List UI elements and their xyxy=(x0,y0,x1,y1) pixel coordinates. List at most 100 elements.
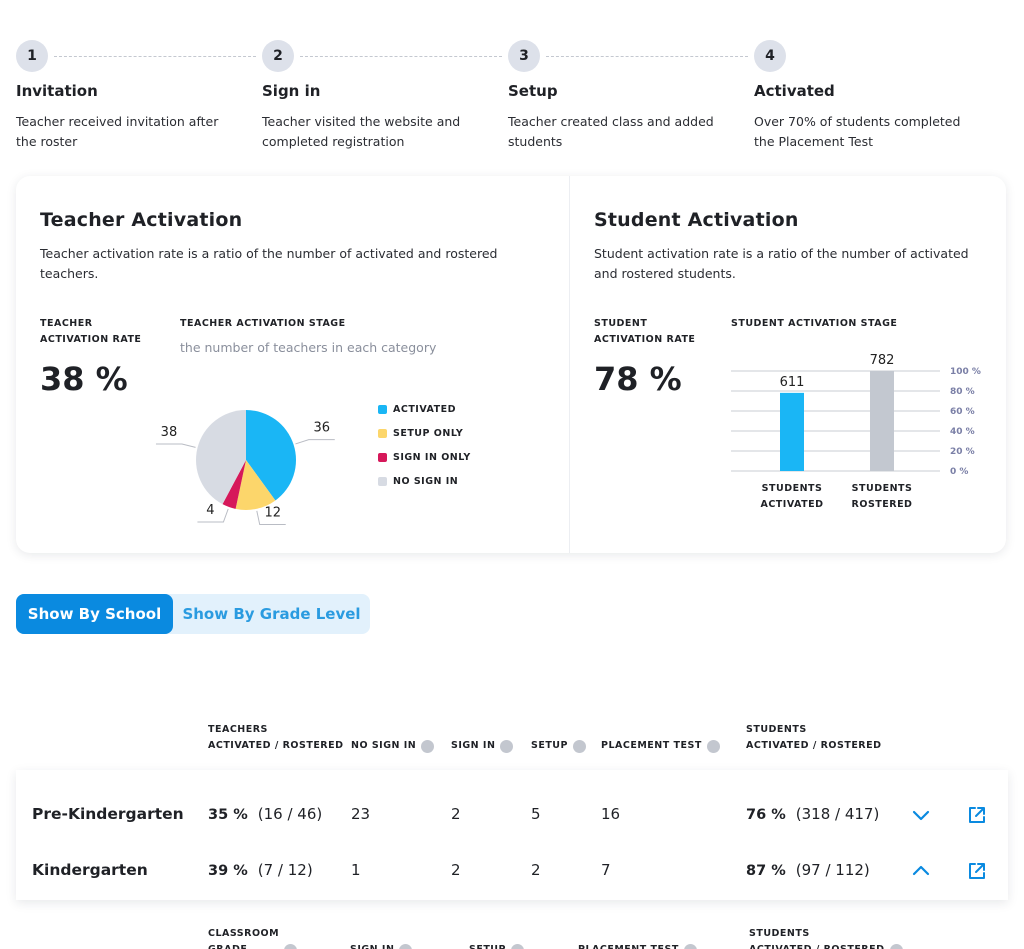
column-header: STUDENTS ACTIVATED / ROSTERED xyxy=(749,926,903,949)
column-header-label: CLASSROOM GRADE xyxy=(208,928,280,949)
card-divider xyxy=(569,176,570,553)
column-header-label: TEACHERS ACTIVATED / ROSTERED xyxy=(208,724,344,751)
step-connector xyxy=(546,56,748,57)
step-title: Setup xyxy=(508,82,558,100)
step-number: 3 xyxy=(508,40,540,72)
step-number: 1 xyxy=(16,40,48,72)
section-description: Teacher activation rate is a ratio of th… xyxy=(40,246,498,281)
step-number: 4 xyxy=(754,40,786,72)
legend-item: SETUP ONLY xyxy=(378,428,463,439)
toggle-option[interactable]: Show By School xyxy=(16,594,173,634)
help-icon xyxy=(573,740,586,753)
activation-card xyxy=(16,176,1006,553)
expand-toggle[interactable] xyxy=(911,807,931,827)
open-link[interactable] xyxy=(967,861,987,885)
stage-note: the number of teachers in each category xyxy=(180,340,437,355)
column-header-label: NO SIGN IN xyxy=(351,740,417,751)
legend-label: ACTIVATED xyxy=(393,404,457,415)
student-counts: (318 / 417) xyxy=(795,805,880,823)
help-icon xyxy=(421,740,435,753)
count-cell: 1 xyxy=(351,861,361,879)
help-icon xyxy=(399,944,413,949)
help-icon xyxy=(500,740,514,753)
teacher-counts: (16 / 46) xyxy=(257,805,323,823)
toggle-option[interactable]: Show By Grade Level xyxy=(182,605,361,623)
expand-toggle[interactable] xyxy=(911,863,931,883)
count-cell: 23 xyxy=(351,805,371,823)
column-header: SIGN IN xyxy=(451,722,514,754)
column-header-label: SETUP xyxy=(469,942,506,949)
teacher-cell: 39 % (7 / 12) xyxy=(208,861,313,879)
step-number: 2 xyxy=(262,40,294,72)
column-header: SETUP xyxy=(531,722,586,754)
section-description: Student activation rate is a ratio of th… xyxy=(594,246,969,281)
stage-label: STUDENT ACTIVATION STAGE xyxy=(731,318,898,329)
legend-item: SIGN IN ONLY xyxy=(378,452,471,463)
column-header-label: STUDENTS ACTIVATED / ROSTERED xyxy=(749,928,884,949)
column-header: NO SIGN IN xyxy=(351,722,435,754)
column-header-label: SIGN IN xyxy=(350,942,394,949)
legend-swatch xyxy=(378,429,387,438)
student-counts: (97 / 112) xyxy=(795,861,870,879)
column-header: TEACHERS ACTIVATED / ROSTERED xyxy=(208,722,344,754)
chevron-icon xyxy=(912,810,930,821)
legend-swatch xyxy=(378,405,387,414)
column-header: STUDENTS ACTIVATED / ROSTERED xyxy=(746,722,882,754)
count-cell: 16 xyxy=(601,805,621,823)
legend-label: SETUP ONLY xyxy=(393,428,464,439)
legend-item: ACTIVATED xyxy=(378,404,456,415)
step-description: Teacher created class and added students xyxy=(508,114,714,149)
help-icon xyxy=(284,944,298,949)
column-header-label: STUDENTS ACTIVATED / ROSTERED xyxy=(746,724,882,751)
chevron-icon xyxy=(912,865,930,876)
column-header: SETUP xyxy=(469,926,524,949)
student-cell: 76 % (318 / 417) xyxy=(746,805,879,823)
help-icon xyxy=(511,944,524,949)
column-header-label: SIGN IN xyxy=(451,740,496,751)
student-rate: 76 % xyxy=(746,807,786,823)
step-title: Activated xyxy=(754,82,835,100)
legend-item: NO SIGN IN xyxy=(378,476,458,487)
step-title: Invitation xyxy=(16,82,98,100)
step-description: Teacher received invitation after the ro… xyxy=(16,114,219,149)
section-title: Teacher Activation xyxy=(40,209,243,231)
rate-label: STUDENT ACTIVATION RATE xyxy=(594,318,696,345)
count-cell: 7 xyxy=(601,861,611,879)
legend-swatch xyxy=(378,477,387,486)
legend-swatch xyxy=(378,453,387,462)
count-cell: 2 xyxy=(531,861,541,879)
step-title: Sign in xyxy=(262,82,321,100)
teacher-rate: 35 % xyxy=(208,807,248,823)
row-name: Pre-Kindergarten xyxy=(32,805,184,823)
count-cell: 2 xyxy=(451,805,461,823)
student-cell: 87 % (97 / 112) xyxy=(746,861,870,879)
column-header-label: PLACEMENT TEST xyxy=(578,942,679,949)
teacher-counts: (7 / 12) xyxy=(257,861,313,879)
table-rows-panel xyxy=(16,770,1008,900)
help-icon xyxy=(683,944,697,949)
step-description: Teacher visited the website and complete… xyxy=(262,114,461,149)
count-cell: 2 xyxy=(451,861,461,879)
legend-label: NO SIGN IN xyxy=(393,476,459,487)
row-name: Kindergarten xyxy=(32,861,148,879)
step-connector xyxy=(54,56,256,57)
column-header: CLASSROOM GRADE xyxy=(208,926,298,949)
legend-label: SIGN IN ONLY xyxy=(393,452,471,463)
teacher-cell: 35 % (16 / 46) xyxy=(208,805,322,823)
external-link-icon xyxy=(969,807,985,823)
help-icon xyxy=(706,740,720,753)
external-link-icon xyxy=(969,863,985,879)
step-description: Over 70% of students completed the Place… xyxy=(754,114,961,149)
rate-value: 38 % xyxy=(40,360,128,398)
column-header: SIGN IN xyxy=(350,926,413,949)
help-icon xyxy=(889,944,903,949)
column-header: PLACEMENT TEST xyxy=(601,722,720,754)
column-header-label: SETUP xyxy=(531,740,568,751)
open-link[interactable] xyxy=(967,805,987,829)
count-cell: 5 xyxy=(531,805,541,823)
rate-value: 78 % xyxy=(594,360,682,398)
column-header: PLACEMENT TEST xyxy=(578,926,697,949)
stage-label: TEACHER ACTIVATION STAGE xyxy=(180,318,346,329)
x-tick-label: STUDENTS ACTIVATED xyxy=(760,483,824,510)
